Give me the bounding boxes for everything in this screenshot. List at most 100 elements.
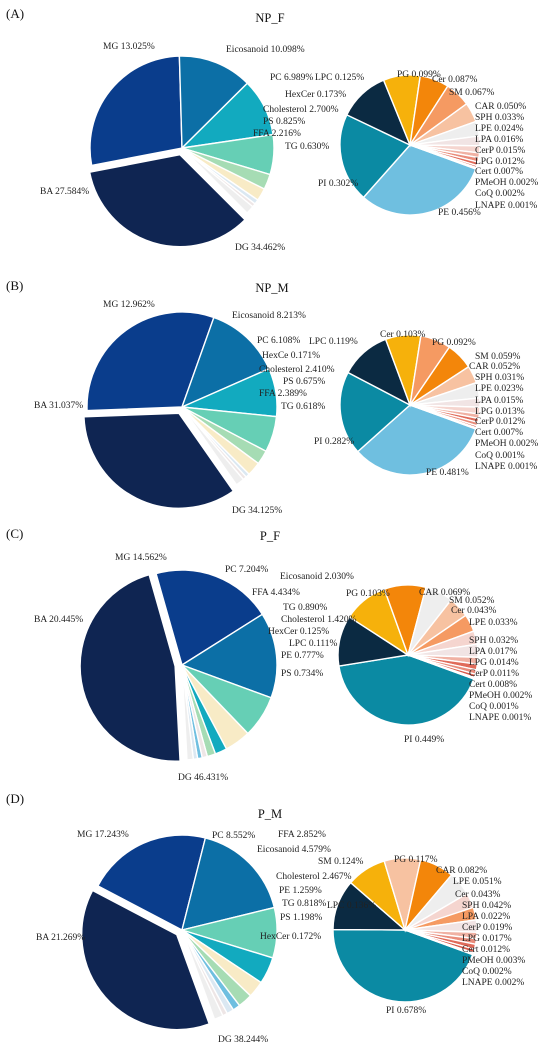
label-pi: PI 0.449% bbox=[404, 735, 444, 745]
label-lpe: LPE 0.033% bbox=[469, 618, 518, 628]
label-lpg: LPG 0.013% bbox=[475, 407, 525, 417]
label-sm: SM 0.059% bbox=[475, 352, 520, 362]
label-pi: PI 0.678% bbox=[386, 1006, 426, 1016]
panel-a-sub-pie bbox=[339, 74, 481, 216]
panel-c-labels: MG 14.562% PC 7.204% Eicosanoid 2.030% F… bbox=[34, 553, 532, 783]
label-cerp: CerP 0.012% bbox=[475, 417, 525, 427]
label-ba: BA 31.037% bbox=[34, 401, 83, 411]
panel-c-label: (C) bbox=[6, 526, 23, 541]
label-coq: CoQ 0.002% bbox=[475, 189, 525, 199]
label-coq: CoQ 0.001% bbox=[469, 702, 519, 712]
panel-c-title: P_F bbox=[260, 529, 280, 543]
label-lpa: LPA 0.016% bbox=[475, 135, 523, 145]
label-tg: TG 0.618% bbox=[281, 402, 325, 412]
label-pi: PI 0.282% bbox=[314, 437, 354, 447]
label-cert: Cert 0.007% bbox=[475, 167, 523, 177]
panel-d-label: (D) bbox=[6, 791, 24, 806]
label-cer: Cer 0.043% bbox=[451, 606, 496, 616]
label-mg: MG 14.562% bbox=[115, 553, 167, 563]
label-lpe: LPE 0.051% bbox=[453, 877, 502, 887]
label-lpe: LPE 0.023% bbox=[475, 384, 524, 394]
label-mg: MG 17.243% bbox=[77, 830, 129, 840]
panel-b-title: NP_M bbox=[255, 281, 288, 295]
panel-a-main-pie bbox=[88, 55, 275, 248]
main-slice-dg bbox=[81, 889, 211, 1031]
label-hexcer: HexCer 0.173% bbox=[285, 90, 346, 100]
label-cert: Cert 0.008% bbox=[469, 680, 517, 690]
label-pmeoh: PMeOH 0.002% bbox=[475, 439, 538, 449]
label-ps: PS 0.675% bbox=[283, 377, 325, 387]
panel-b-labels: MG 12.962% Eicosanoid 8.213% PC 6.108% H… bbox=[34, 300, 538, 516]
label-dg: DG 38.244% bbox=[218, 1035, 268, 1045]
sub-slice-pi bbox=[339, 371, 412, 453]
panel-d-labels: MG 17.243% PC 8.552% FFA 2.852% Eicosano… bbox=[36, 830, 525, 1045]
label-eicosanoid: Eicosanoid 10.098% bbox=[226, 45, 305, 55]
label-lpc: LPC 0.111% bbox=[289, 639, 337, 649]
label-cer: Cer 0.103% bbox=[380, 330, 425, 340]
label-dg: DG 34.125% bbox=[232, 506, 282, 516]
label-mg: MG 13.025% bbox=[103, 42, 155, 52]
label-pmeoh: PMeOH 0.003% bbox=[462, 956, 525, 966]
label-car: CAR 0.069% bbox=[419, 588, 470, 598]
label-lpa: LPA 0.015% bbox=[475, 396, 523, 406]
label-tg: TG 0.630% bbox=[285, 142, 329, 152]
main-slice-mg bbox=[180, 316, 270, 409]
sub-slice-pi bbox=[332, 928, 474, 1003]
label-pe: PE 0.456% bbox=[438, 208, 481, 218]
label-coq: CoQ 0.001% bbox=[475, 451, 525, 461]
sub-slice-lnape bbox=[409, 144, 477, 170]
label-pmeoh: PMeOH 0.002% bbox=[475, 178, 538, 188]
label-lpg: LPG 0.012% bbox=[475, 157, 525, 167]
label-sm: SM 0.124% bbox=[318, 857, 363, 867]
label-hexce: HexCe 0.171% bbox=[262, 351, 320, 361]
panel-a-label: (A) bbox=[6, 6, 24, 21]
label-ps: PS 1.198% bbox=[280, 913, 322, 923]
label-lpc: LPC 0.136% bbox=[327, 901, 376, 911]
label-ps: PS 0.734% bbox=[281, 669, 323, 679]
panel-d-title: P_M bbox=[258, 807, 282, 821]
main-slice-car bbox=[181, 406, 245, 486]
label-lpg: LPG 0.017% bbox=[462, 934, 512, 944]
label-pg: PG 0.099% bbox=[397, 70, 441, 80]
label-pi: PI 0.302% bbox=[318, 179, 358, 189]
label-cert: Cert 0.012% bbox=[462, 945, 510, 955]
label-pg: PG 0.103% bbox=[346, 589, 390, 599]
label-lpc: LPC 0.125% bbox=[315, 73, 364, 83]
label-car: CAR 0.052% bbox=[469, 362, 520, 372]
panel-a-title: NP_F bbox=[255, 11, 284, 25]
label-lpa: LPA 0.022% bbox=[462, 912, 510, 922]
label-lpg: LPG 0.014% bbox=[469, 658, 519, 668]
label-pc: PC 6.108% bbox=[257, 336, 300, 346]
panel-c-sub-pie bbox=[337, 584, 479, 726]
label-lpa: LPA 0.017% bbox=[469, 647, 517, 657]
label-pe: PE 0.481% bbox=[426, 468, 469, 478]
label-cholesterol: Cholesterol 1.420% bbox=[281, 615, 357, 625]
label-pc: PC 7.204% bbox=[225, 565, 268, 575]
label-ba: BA 27.584% bbox=[40, 187, 89, 197]
label-tg: TG 0.890% bbox=[283, 603, 327, 613]
main-slice-dg bbox=[79, 573, 181, 762]
main-slice-ba bbox=[86, 311, 215, 412]
label-sph: SPH 0.032% bbox=[469, 636, 518, 646]
label-ffa: FFA 2.852% bbox=[278, 830, 326, 840]
label-lpe: LPE 0.024% bbox=[475, 124, 524, 134]
panel-b-sub-pie bbox=[339, 334, 481, 476]
label-lnape: LNAPE 0.002% bbox=[462, 978, 524, 988]
sub-slice-pe bbox=[362, 144, 477, 216]
label-pc: PC 6.989% bbox=[270, 73, 313, 83]
label-lnape: LNAPE 0.001% bbox=[475, 462, 537, 472]
main-slice-car bbox=[181, 147, 254, 215]
label-cer: Cer 0.043% bbox=[455, 890, 500, 900]
main-slice-mg bbox=[178, 55, 249, 150]
main-slice-dg bbox=[88, 153, 246, 248]
label-cholesterol: Cholesterol 2.410% bbox=[259, 365, 335, 375]
label-hexcer: HexCer 0.125% bbox=[268, 627, 329, 637]
label-ffa: FFA 4.434% bbox=[252, 588, 300, 598]
sub-slice-lnape bbox=[407, 654, 475, 680]
label-dg: DG 46.431% bbox=[178, 773, 228, 783]
main-slice-ba bbox=[89, 55, 183, 167]
label-ps: PS 0.825% bbox=[263, 117, 305, 127]
panel-b-main-pie bbox=[83, 311, 278, 509]
main-slice-car bbox=[181, 664, 195, 761]
